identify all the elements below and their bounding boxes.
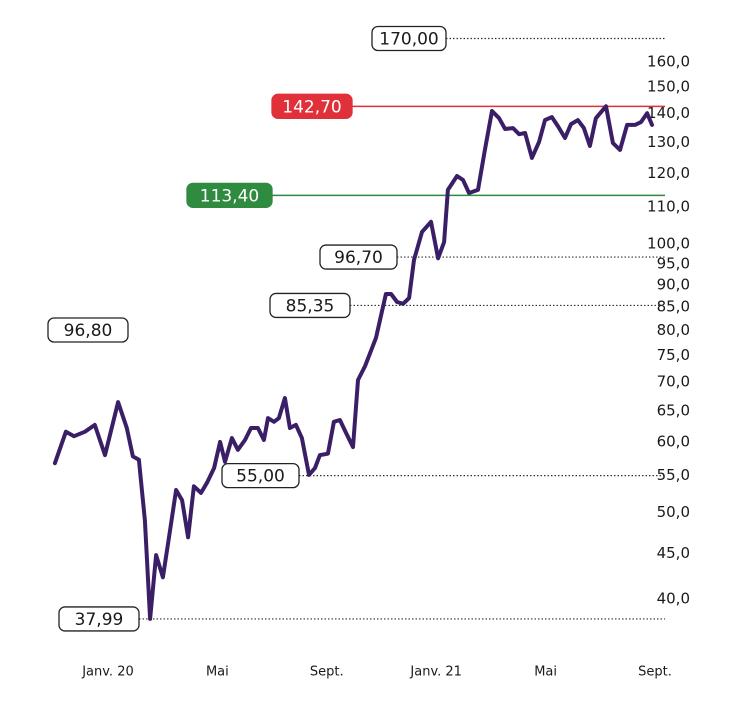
y-tick-label: 95,0: [657, 254, 690, 272]
x-tick-label: Mai: [534, 665, 557, 680]
x-tick-label: Janv. 21: [409, 665, 462, 680]
y-tick-label: 70,0: [657, 373, 690, 391]
level-box: [269, 292, 351, 319]
y-tick-label: 130,0: [647, 133, 690, 151]
level-label: 85,35: [286, 296, 335, 316]
x-tick-label: Mai: [206, 665, 229, 680]
price-line: [52, 104, 654, 621]
level-label: 142,70: [282, 97, 341, 117]
annotation-boxes: 170,00 142,70 113,40 96,70 85,35 96,80 55,00 37…: [47, 25, 447, 632]
y-tick-label: 90,0: [657, 275, 690, 293]
y-tick-label: 40,0: [657, 589, 690, 607]
y-tick-label: 110,0: [647, 198, 690, 216]
annotation-lines: [139, 37, 665, 620]
level-box: [221, 462, 300, 489]
y-tick-label: 45,0: [657, 544, 690, 562]
x-tick-label: Janv. 20: [81, 665, 134, 680]
y-tick-label: 85,0: [657, 298, 690, 316]
level-label: 55,00: [236, 467, 285, 487]
x-tick-label: Sept.: [310, 665, 344, 680]
level-label: 170,00: [379, 30, 438, 50]
y-tick-label: 55,0: [657, 466, 690, 484]
y-tick-label: 65,0: [657, 401, 690, 419]
y-tick-label: 140,0: [647, 104, 690, 122]
level-box: [319, 244, 398, 270]
level-box: [186, 182, 273, 208]
level-label: 96,70: [334, 248, 383, 268]
level-label: 37,99: [75, 610, 124, 630]
y-tick-label: 150,0: [647, 77, 690, 95]
level-label: 96,80: [64, 321, 113, 341]
y-tick-label: 60,0: [657, 432, 690, 450]
level-box: [47, 317, 129, 343]
level-label: 113,40: [200, 186, 259, 206]
y-tick-label: 100,0: [647, 235, 690, 253]
y-tick-label: 75,0: [657, 346, 690, 364]
y-tick-label: 120,0: [647, 164, 690, 182]
level-box: [58, 606, 140, 632]
x-tick-label: Sept.: [638, 665, 672, 680]
y-tick-label: 80,0: [657, 321, 690, 339]
y-tick-label: 160,0: [647, 52, 690, 70]
y-tick-label: 50,0: [657, 503, 690, 521]
level-box: [271, 93, 353, 119]
level-box: [371, 25, 447, 52]
